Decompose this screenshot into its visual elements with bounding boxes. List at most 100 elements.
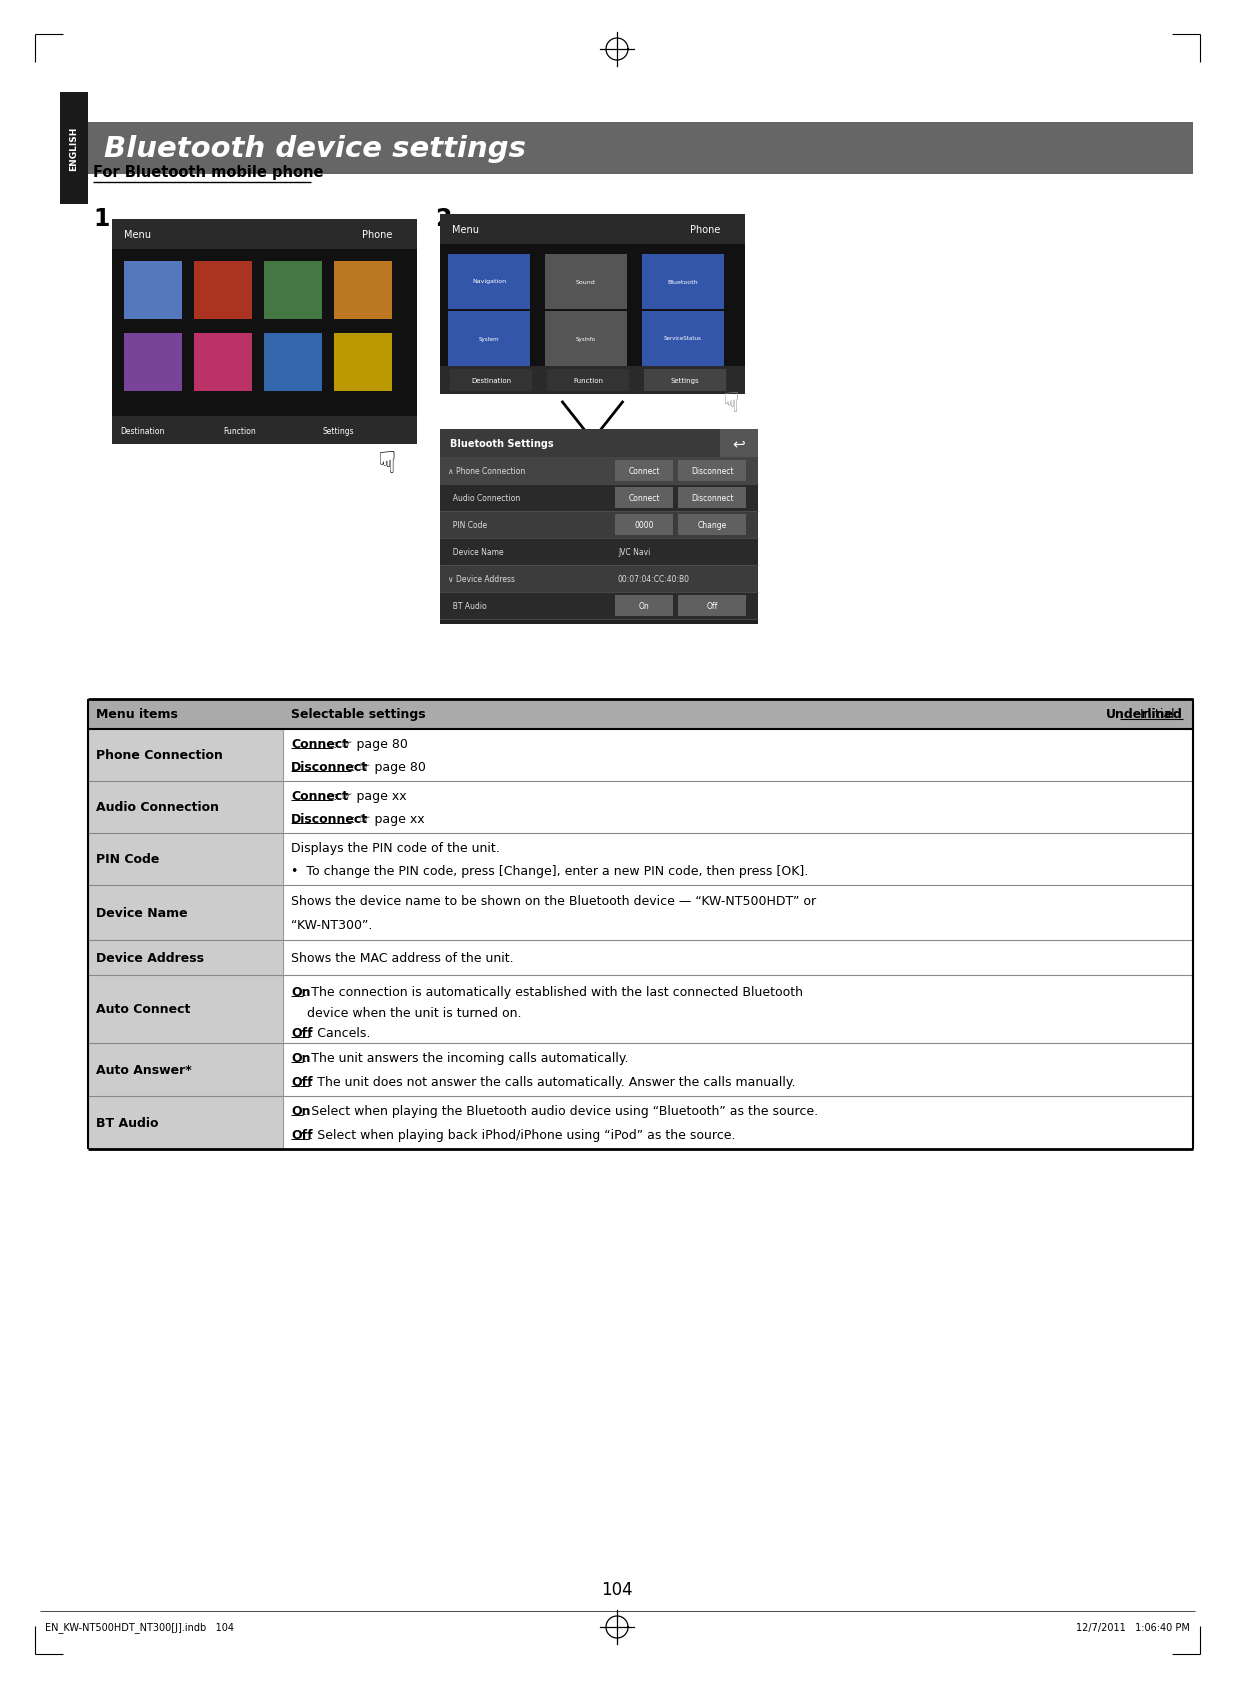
Text: 0000: 0000 bbox=[635, 520, 653, 530]
Text: Bluetooth Settings: Bluetooth Settings bbox=[450, 439, 553, 449]
Bar bbox=[128, 338, 178, 388]
Text: Shows the MAC address of the unit.: Shows the MAC address of the unit. bbox=[291, 951, 514, 964]
Text: Device Name: Device Name bbox=[448, 547, 504, 557]
Text: Destination: Destination bbox=[120, 426, 164, 436]
Text: ∨ Device Address: ∨ Device Address bbox=[448, 574, 515, 584]
Bar bbox=[615, 515, 673, 535]
Text: Navigation: Navigation bbox=[472, 279, 506, 284]
Text: Connect: Connect bbox=[291, 738, 348, 750]
Bar bbox=[440, 566, 758, 593]
Text: EN_KW-NT500HDT_NT300[J].indb   104: EN_KW-NT500HDT_NT300[J].indb 104 bbox=[44, 1621, 233, 1633]
Bar bbox=[124, 334, 182, 392]
Text: Connect: Connect bbox=[291, 789, 348, 802]
Text: Selectable settings: Selectable settings bbox=[291, 708, 426, 721]
Text: JVC Navi: JVC Navi bbox=[618, 547, 651, 557]
Text: Shows the device name to be shown on the Bluetooth device — “KW-NT500HDT” or: Shows the device name to be shown on the… bbox=[291, 895, 816, 907]
Text: : The connection is automatically established with the last connected Bluetooth: : The connection is automatically establ… bbox=[303, 985, 803, 998]
Text: Menu: Menu bbox=[452, 225, 479, 235]
Text: ↩: ↩ bbox=[732, 436, 746, 451]
Text: Settings: Settings bbox=[322, 426, 353, 436]
Text: Menu: Menu bbox=[124, 230, 151, 240]
Text: Function: Function bbox=[573, 378, 603, 383]
Text: Auto Answer*: Auto Answer* bbox=[96, 1064, 191, 1076]
Text: BT Audio: BT Audio bbox=[96, 1116, 158, 1130]
Bar bbox=[283, 782, 1193, 833]
Text: On: On bbox=[291, 1052, 310, 1064]
Bar bbox=[283, 1096, 1193, 1149]
Text: ∧ Phone Connection: ∧ Phone Connection bbox=[448, 466, 525, 476]
Text: : The unit answers the incoming calls automatically.: : The unit answers the incoming calls au… bbox=[303, 1052, 629, 1064]
Bar bbox=[448, 255, 530, 309]
Text: BT Audio: BT Audio bbox=[448, 601, 487, 611]
Text: Off: Off bbox=[291, 1128, 312, 1142]
Bar bbox=[615, 596, 673, 616]
Bar bbox=[440, 485, 758, 512]
Text: SysInfo: SysInfo bbox=[576, 336, 597, 341]
Bar bbox=[128, 265, 178, 316]
Text: : ☞ page xx: : ☞ page xx bbox=[333, 789, 406, 802]
Text: 2: 2 bbox=[435, 206, 451, 231]
Text: Disconnect: Disconnect bbox=[690, 493, 734, 503]
Text: Change: Change bbox=[698, 520, 726, 530]
Bar bbox=[264, 262, 322, 319]
Bar bbox=[615, 461, 673, 481]
Text: : The unit does not answer the calls automatically. Answer the calls manually.: : The unit does not answer the calls aut… bbox=[309, 1074, 795, 1088]
Bar bbox=[268, 265, 317, 316]
Text: On: On bbox=[291, 985, 310, 998]
Text: Audio Connection: Audio Connection bbox=[96, 801, 219, 814]
Bar bbox=[333, 334, 391, 392]
Text: Bluetooth: Bluetooth bbox=[668, 279, 698, 284]
Bar bbox=[283, 833, 1193, 885]
Text: Disconnect: Disconnect bbox=[690, 466, 734, 476]
Text: Phone: Phone bbox=[690, 225, 720, 235]
Text: Destination: Destination bbox=[471, 378, 511, 383]
Bar bbox=[615, 488, 673, 508]
Text: 104: 104 bbox=[601, 1581, 632, 1598]
Text: Menu items: Menu items bbox=[96, 708, 178, 721]
Bar bbox=[547, 370, 629, 392]
Bar bbox=[283, 885, 1193, 941]
Text: Phone Connection: Phone Connection bbox=[96, 748, 222, 762]
Bar bbox=[88, 976, 283, 1044]
Text: ServiceStatus: ServiceStatus bbox=[664, 336, 701, 341]
Bar bbox=[88, 123, 1193, 176]
Text: ☟: ☟ bbox=[378, 449, 396, 478]
Text: : ☞ page 80: : ☞ page 80 bbox=[333, 738, 408, 750]
Bar bbox=[720, 429, 758, 458]
Text: Device Name: Device Name bbox=[96, 907, 188, 919]
Bar bbox=[642, 255, 724, 309]
Text: : Cancels.: : Cancels. bbox=[309, 1027, 370, 1040]
Text: On: On bbox=[291, 1105, 310, 1118]
Bar bbox=[61, 93, 88, 204]
Bar bbox=[88, 1044, 283, 1096]
Text: On: On bbox=[638, 601, 650, 611]
Bar bbox=[88, 833, 283, 885]
Text: 00:07:04:CC:40:B0: 00:07:04:CC:40:B0 bbox=[618, 574, 690, 584]
Text: Connect: Connect bbox=[629, 493, 659, 503]
Bar bbox=[88, 885, 283, 941]
Bar bbox=[268, 338, 317, 388]
Bar bbox=[88, 730, 283, 782]
Bar bbox=[88, 782, 283, 833]
Bar bbox=[440, 458, 758, 485]
Bar bbox=[198, 338, 248, 388]
Bar bbox=[448, 312, 530, 367]
Bar bbox=[112, 220, 417, 250]
Text: Off: Off bbox=[291, 1074, 312, 1088]
Text: Off: Off bbox=[706, 601, 718, 611]
Text: Off: Off bbox=[291, 1027, 312, 1040]
Text: : ☞ page 80: : ☞ page 80 bbox=[351, 760, 426, 774]
Bar bbox=[440, 367, 745, 395]
Bar bbox=[678, 596, 746, 616]
Bar bbox=[440, 429, 758, 625]
Text: Displays the PIN code of the unit.: Displays the PIN code of the unit. bbox=[291, 841, 500, 855]
Text: •  To change the PIN code, press [Change], enter a new PIN code, then press [OK]: • To change the PIN code, press [Change]… bbox=[291, 865, 808, 877]
Bar bbox=[450, 370, 532, 392]
Bar bbox=[88, 941, 283, 976]
Bar bbox=[112, 417, 417, 444]
Text: Audio Connection: Audio Connection bbox=[448, 493, 520, 503]
Bar bbox=[440, 429, 720, 458]
Text: Connect: Connect bbox=[629, 466, 659, 476]
Bar bbox=[545, 255, 627, 309]
Text: PIN Code: PIN Code bbox=[448, 520, 487, 530]
